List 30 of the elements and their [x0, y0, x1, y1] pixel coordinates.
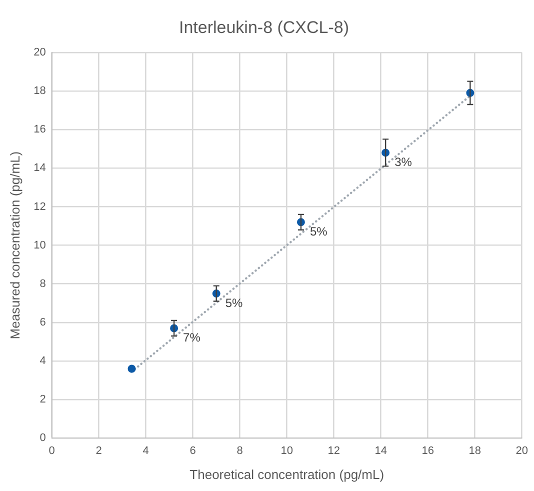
x-tick-label: 10	[280, 444, 293, 457]
x-tick-label: 8	[236, 444, 243, 457]
y-tick-label: 10	[34, 239, 46, 252]
x-tick-label: 14	[374, 444, 387, 457]
point	[128, 364, 136, 373]
x-tick-label: 6	[190, 444, 196, 457]
annotation: 7%	[183, 330, 201, 345]
y-tick-label: 20	[34, 46, 46, 58]
y-tick-label: 14	[34, 162, 46, 174]
y-tick-label: 12	[34, 200, 46, 213]
x-tick-label: 4	[142, 444, 149, 457]
x-tick-label: 2	[96, 444, 102, 457]
y-tick-label: 2	[40, 394, 46, 406]
y-tick-label: 6	[40, 316, 46, 328]
x-tick-label: 12	[328, 444, 340, 457]
x-axis-title: Theoretical concentration (pg/mL)	[190, 466, 384, 482]
x-tick-label: 16	[422, 444, 434, 457]
chart-title: Interleukin-8 (CXCL-8)	[178, 18, 350, 37]
y-axis-title: Measured concentration (pg/mL)	[7, 151, 22, 340]
y-tick-label: 18	[34, 85, 46, 98]
y-tick-label: 8	[40, 278, 46, 290]
x-tick-label: 0	[48, 444, 55, 457]
y-tick-label: 16	[34, 124, 46, 136]
annotation: 5%	[225, 296, 244, 310]
annotation: 5%	[310, 224, 328, 238]
y-tick-label: 0	[40, 432, 46, 444]
x-tick-label: 20	[516, 444, 528, 457]
x-tick-label: 18	[468, 444, 482, 457]
y-tick-label: 4	[40, 355, 46, 368]
annotation: 3%	[394, 155, 412, 170]
